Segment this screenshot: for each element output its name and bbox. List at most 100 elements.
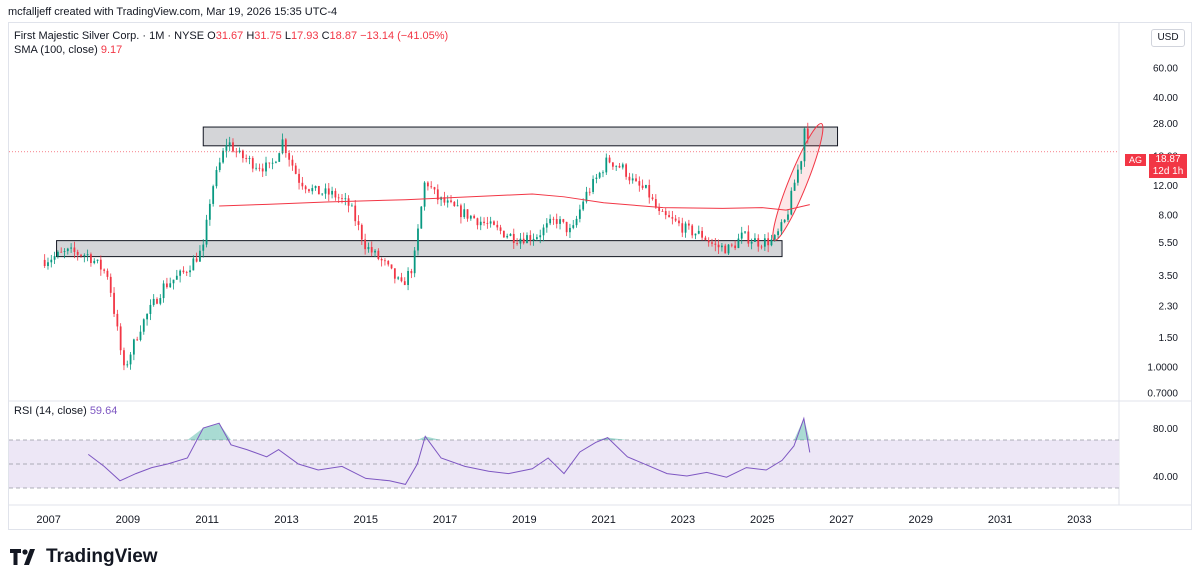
candle-up bbox=[770, 239, 773, 246]
ohlc-l-label: L bbox=[284, 30, 291, 42]
candle-up bbox=[255, 167, 258, 169]
candle-down bbox=[182, 270, 185, 273]
candle-up bbox=[631, 178, 634, 181]
ohlc-o-label: O bbox=[207, 30, 216, 42]
candle-up bbox=[423, 182, 426, 207]
candle-up bbox=[212, 186, 215, 204]
candle-up bbox=[740, 232, 743, 239]
rsi-axis-tick: 80.00 bbox=[1153, 424, 1178, 435]
candle-down bbox=[486, 222, 489, 224]
candle-down bbox=[443, 197, 446, 203]
candle-down bbox=[364, 239, 367, 250]
ohlc-c-label: C bbox=[321, 30, 330, 42]
rsi-overbought-fill bbox=[219, 423, 231, 440]
candle-up bbox=[314, 185, 317, 189]
candle-down bbox=[119, 326, 122, 351]
rsi-overbought-fill bbox=[793, 418, 804, 440]
candle-down bbox=[387, 260, 390, 265]
candle-up bbox=[469, 215, 472, 219]
candle-up bbox=[787, 214, 789, 220]
candle-up bbox=[278, 153, 281, 162]
candle-up bbox=[545, 223, 548, 228]
candle-down bbox=[496, 224, 499, 228]
candle-down bbox=[360, 224, 363, 240]
candle-down bbox=[166, 283, 168, 288]
candle-up bbox=[407, 271, 409, 286]
ohlc-h-label: H bbox=[246, 30, 255, 42]
time-axis-tick: 2017 bbox=[433, 514, 457, 526]
rsi-overbought-fill bbox=[417, 436, 426, 440]
candle-down bbox=[370, 247, 373, 253]
candle-up bbox=[324, 188, 327, 194]
ohlc-open: 31.67 bbox=[215, 30, 244, 42]
price-axis-tick: 3.50 bbox=[1159, 271, 1179, 282]
candle-down bbox=[400, 277, 403, 282]
candle-up bbox=[694, 233, 697, 236]
candle-down bbox=[284, 139, 287, 154]
candle-up bbox=[783, 219, 786, 223]
candle-up bbox=[152, 298, 155, 305]
rsi-overbought-fill bbox=[607, 437, 628, 440]
currency-button[interactable]: USD bbox=[1151, 29, 1185, 47]
time-axis-tick: 2007 bbox=[36, 514, 60, 526]
candle-up bbox=[179, 270, 182, 276]
candle-down bbox=[757, 238, 760, 247]
candle-down bbox=[73, 247, 76, 252]
candle-down bbox=[687, 223, 690, 226]
time-axis-tick: 2027 bbox=[829, 514, 853, 526]
candle-up bbox=[281, 139, 284, 154]
time-axis-tick: 2019 bbox=[512, 514, 536, 526]
candle-down bbox=[341, 198, 343, 199]
candle-up bbox=[271, 162, 274, 164]
candle-down bbox=[426, 182, 429, 187]
candle-down bbox=[251, 158, 254, 169]
candle-down bbox=[357, 221, 360, 225]
candle-up bbox=[803, 128, 806, 162]
candle-down bbox=[611, 162, 614, 167]
tradingview-logo-text: TradingView bbox=[46, 546, 158, 567]
candle-up bbox=[149, 304, 152, 314]
candle-down bbox=[460, 205, 462, 218]
candle-down bbox=[384, 260, 386, 262]
candle-down bbox=[288, 153, 291, 160]
candle-up bbox=[397, 277, 400, 279]
candle-down bbox=[668, 215, 670, 218]
candle-down bbox=[588, 191, 591, 193]
candle-up bbox=[321, 193, 324, 195]
candle-up bbox=[549, 218, 552, 224]
price-axis-tick: 12.00 bbox=[1153, 181, 1178, 192]
candle-up bbox=[621, 164, 624, 168]
candle-down bbox=[711, 242, 713, 244]
tradingview-logo[interactable]: TradingView bbox=[10, 546, 158, 568]
candle-down bbox=[241, 150, 244, 159]
time-axis-tick: 2015 bbox=[354, 514, 378, 526]
price-axis-tick: 28.00 bbox=[1153, 119, 1178, 130]
candle-up bbox=[275, 161, 277, 163]
candle-up bbox=[572, 225, 575, 228]
candle-up bbox=[532, 238, 535, 241]
candle-up bbox=[773, 235, 776, 240]
candle-up bbox=[248, 158, 251, 159]
rsi-overbought-fill bbox=[203, 423, 220, 440]
candle-down bbox=[724, 245, 727, 254]
rsi-line bbox=[87, 416, 811, 485]
time-axis-tick: 2031 bbox=[988, 514, 1012, 526]
candle-down bbox=[410, 271, 413, 274]
candle-down bbox=[730, 244, 733, 246]
candle-up bbox=[162, 283, 165, 299]
candle-up bbox=[585, 191, 588, 202]
candle-up bbox=[519, 238, 522, 244]
candle-down bbox=[635, 178, 637, 182]
candle-down bbox=[767, 238, 770, 246]
candle-up bbox=[238, 150, 241, 153]
candle-down bbox=[466, 209, 469, 219]
candle-down bbox=[493, 221, 495, 225]
candle-down bbox=[308, 189, 310, 192]
candle-down bbox=[734, 245, 737, 249]
candle-down bbox=[562, 219, 565, 222]
candle-down bbox=[291, 159, 294, 166]
candle-up bbox=[539, 235, 542, 238]
candle-up bbox=[96, 259, 99, 261]
candle-down bbox=[268, 162, 271, 164]
